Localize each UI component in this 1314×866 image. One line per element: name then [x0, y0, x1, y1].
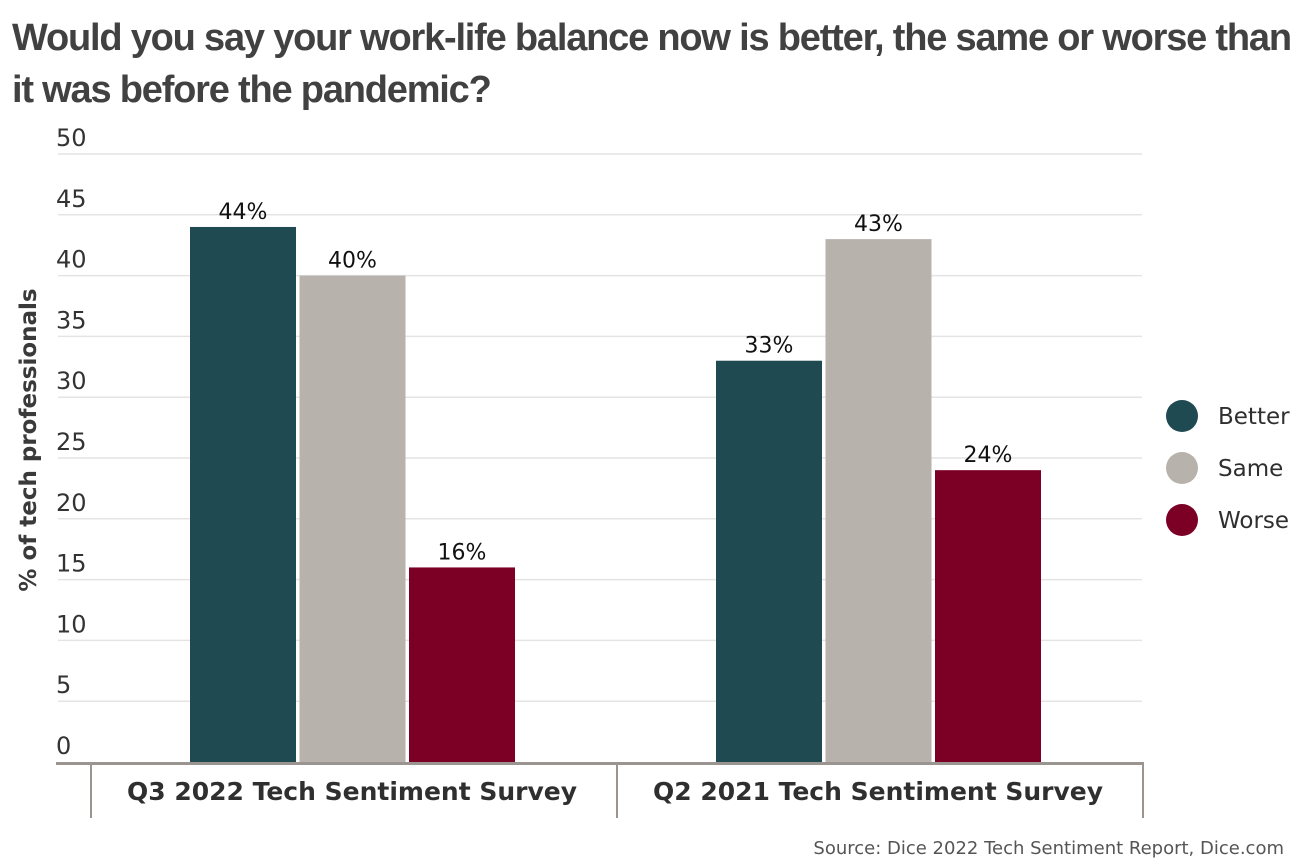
legend-swatch-worse: [1166, 504, 1198, 536]
y-tick-label: 10: [56, 610, 87, 638]
data-label: 40%: [328, 249, 377, 274]
bar-same: [825, 239, 932, 762]
legend-label: Same: [1218, 456, 1283, 482]
category-label: Q3 2022 Tech Sentiment Survey: [127, 777, 577, 806]
bar-worse: [935, 470, 1041, 762]
bar-better: [190, 226, 296, 762]
legend-swatch-same: [1166, 452, 1198, 484]
y-tick-label: 0: [56, 732, 71, 760]
y-tick-label: 15: [56, 550, 87, 578]
legend-label: Worse: [1218, 508, 1289, 534]
legend: Better Same Worse: [1166, 400, 1290, 536]
category-label: Q2 2021 Tech Sentiment Survey: [653, 777, 1103, 806]
data-label: 24%: [964, 443, 1013, 468]
legend-label: Better: [1218, 404, 1290, 430]
x-axis: [56, 762, 1144, 818]
chart-title: Would you say your work-life balance now…: [12, 17, 1292, 111]
bar-better: [716, 360, 822, 762]
y-tick-label: 35: [56, 306, 87, 334]
bar-worse: [409, 567, 515, 762]
data-label: 16%: [438, 540, 487, 565]
bar-same: [299, 275, 406, 762]
y-tick-label: 5: [56, 671, 71, 699]
y-tick-label: 45: [56, 185, 87, 213]
y-tick-label: 50: [56, 124, 87, 152]
data-label: 44%: [219, 200, 268, 225]
bars: [190, 226, 1041, 762]
source-note: Source: Dice 2022 Tech Sentiment Report,…: [813, 838, 1284, 859]
y-axis-ticks: 0 5 10 15 20 25 30 35 40 45 50: [56, 124, 87, 760]
category-labels: Q3 2022 Tech Sentiment Survey Q2 2021 Tec…: [127, 777, 1103, 806]
data-label: 43%: [854, 212, 903, 237]
data-labels: 44% 40% 16% 33% 43% 24%: [219, 200, 1013, 565]
y-tick-label: 40: [56, 246, 87, 274]
legend-swatch-better: [1166, 400, 1198, 432]
y-axis-label: % of tech professionals: [16, 288, 42, 591]
y-tick-label: 30: [56, 367, 87, 395]
y-tick-label: 20: [56, 489, 87, 517]
data-label: 33%: [745, 334, 794, 359]
y-tick-label: 25: [56, 428, 87, 456]
